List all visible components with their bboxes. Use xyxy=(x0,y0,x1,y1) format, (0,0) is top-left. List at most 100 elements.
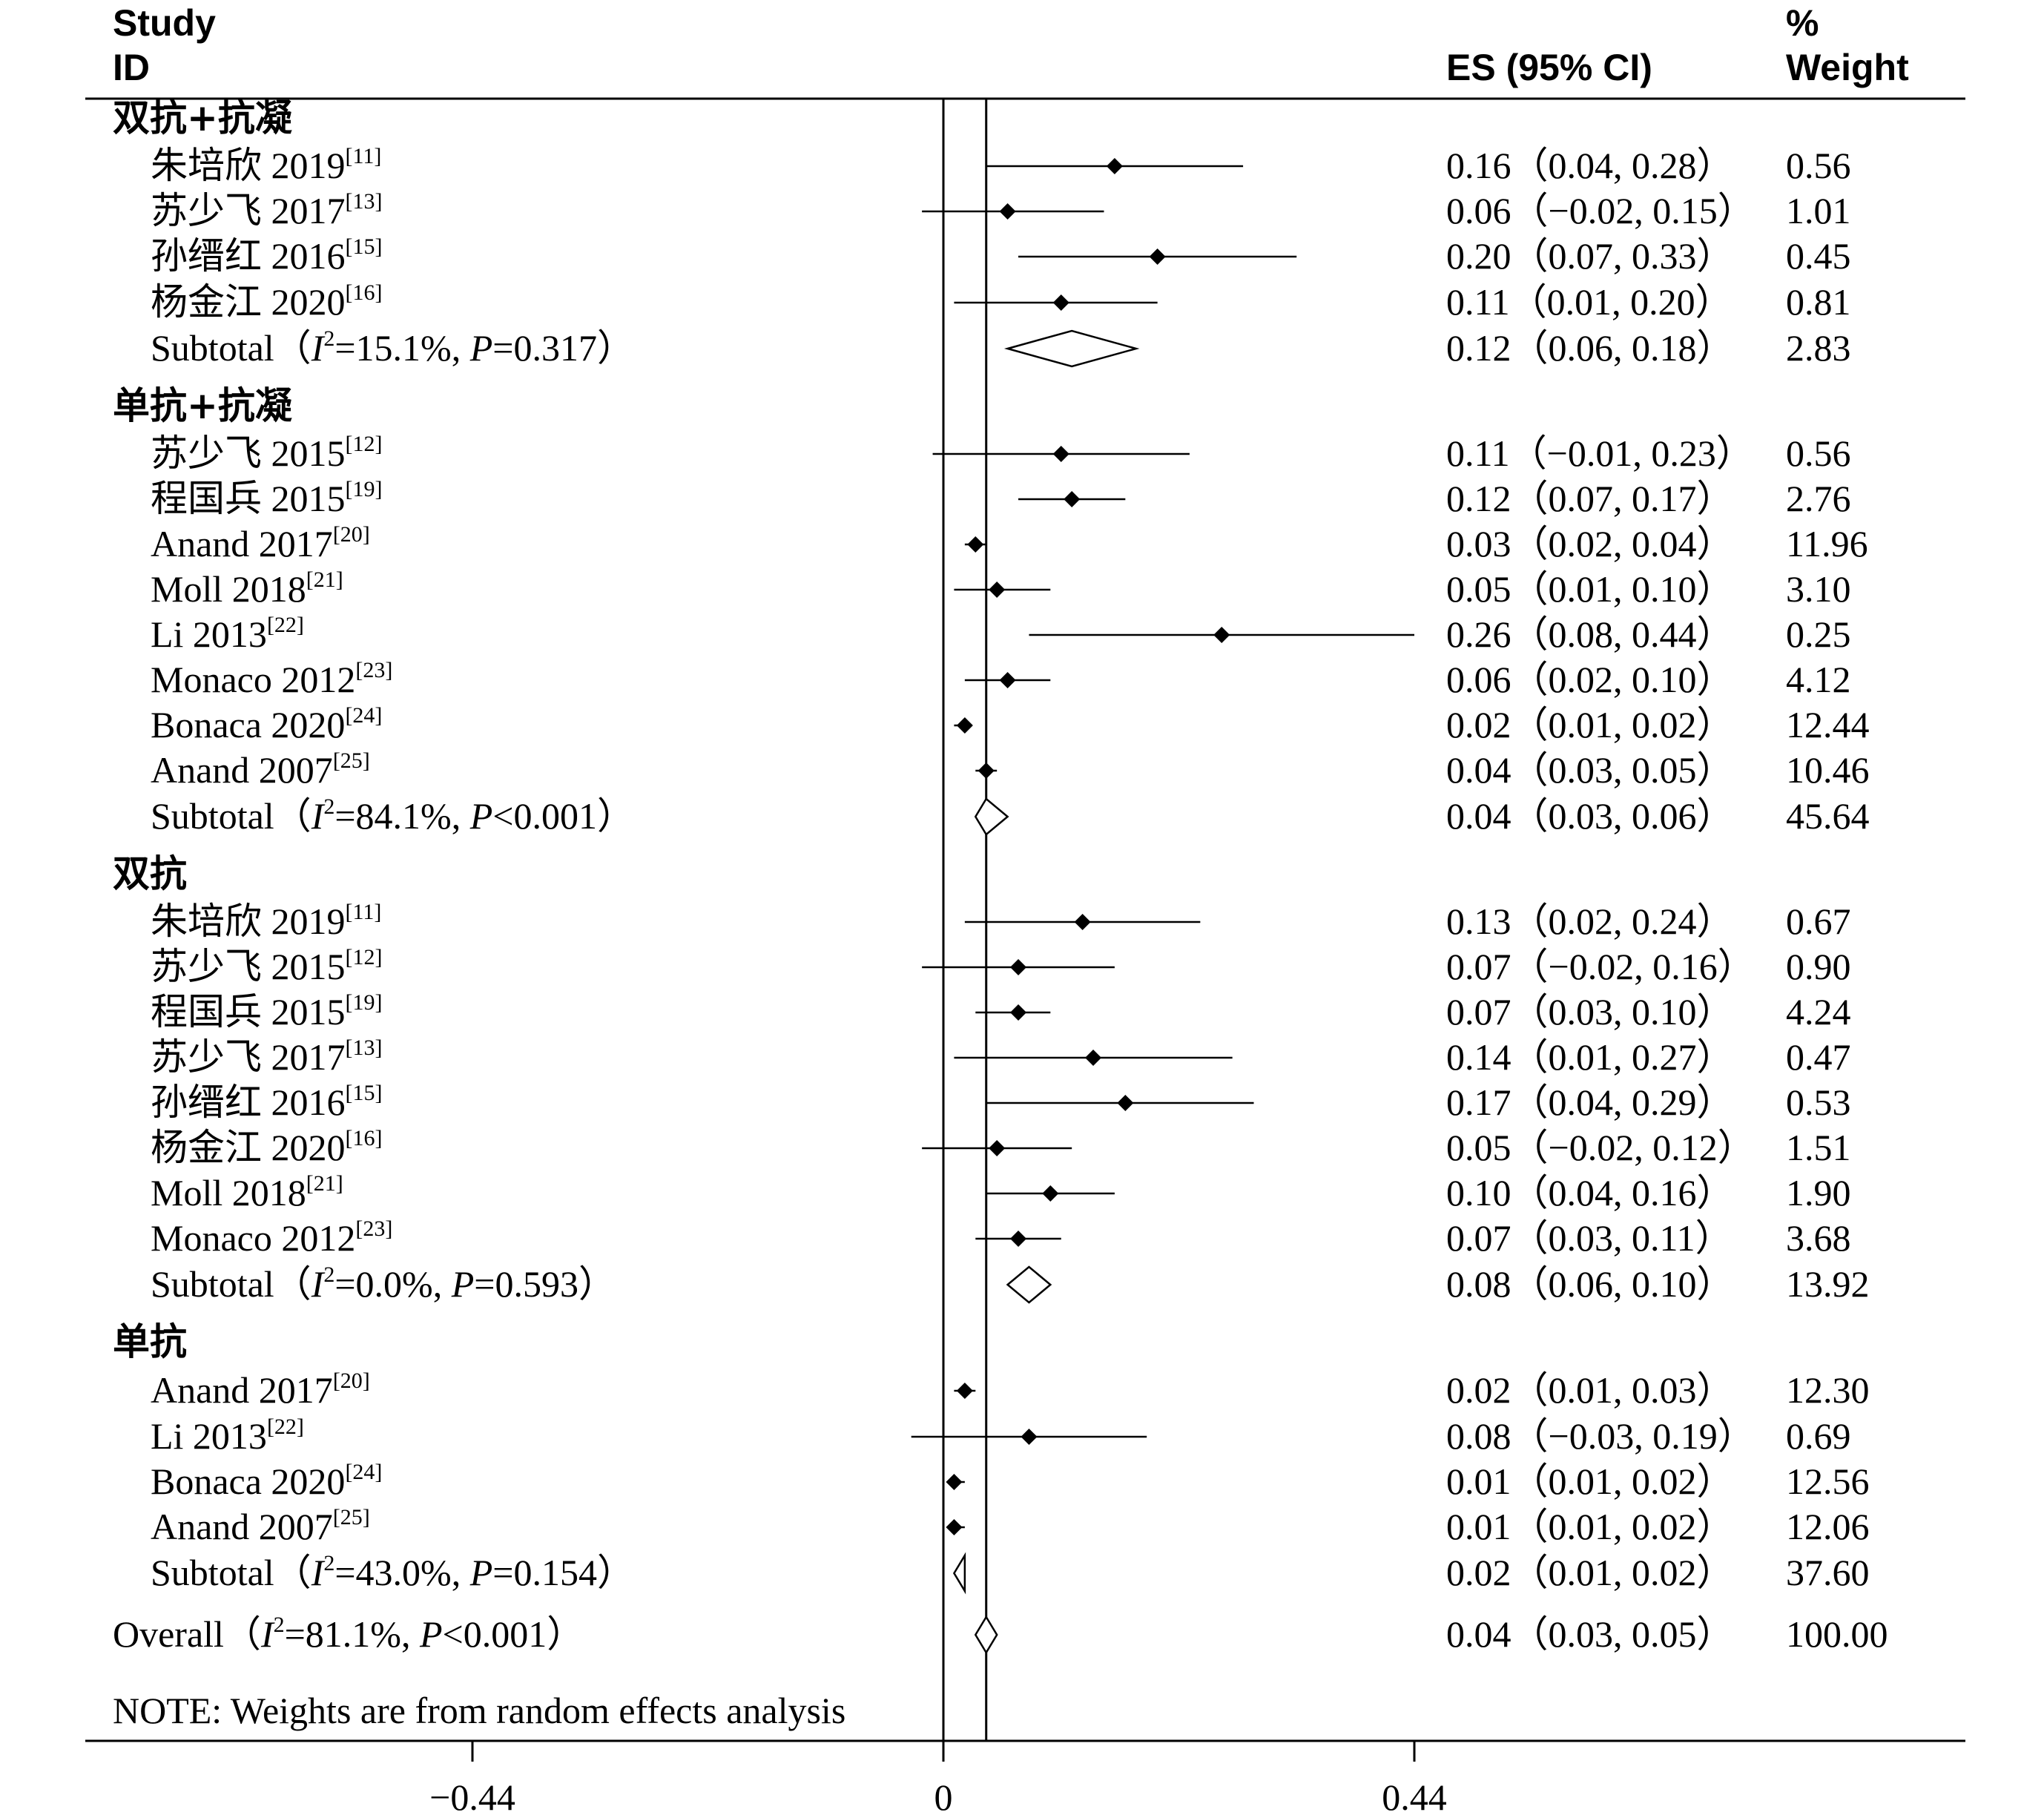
row-study: 杨金江 2020[16] 0.05（−0.02, 0.12） 1.51 xyxy=(151,1126,1851,1168)
row-study: 苏少飞 2017[13] 0.06（−0.02, 0.15） 1.01 xyxy=(151,189,1851,231)
weight-value: 4.24 xyxy=(1786,991,1851,1032)
header-id: ID xyxy=(113,47,150,88)
row-group: 单抗+抗凝 xyxy=(113,384,292,427)
study-label: 苏少飞 2017[13] xyxy=(151,1035,382,1078)
weight-value: 100.00 xyxy=(1786,1613,1888,1655)
study-label: Moll 2018[21] xyxy=(151,1171,343,1213)
group-label: 单抗 xyxy=(113,1320,187,1363)
point-estimate xyxy=(1117,1095,1134,1111)
weight-value: 0.67 xyxy=(1786,900,1851,942)
weight-value: 4.12 xyxy=(1786,659,1851,700)
weight-value: 2.83 xyxy=(1786,327,1851,369)
weight-value: 11.96 xyxy=(1786,523,1868,564)
point-estimate xyxy=(1010,1004,1027,1021)
study-label: Anand 2017[20] xyxy=(151,1369,370,1411)
weight-value: 10.46 xyxy=(1786,749,1870,791)
point-estimate xyxy=(1010,959,1027,975)
row-study: 程国兵 2015[19] 0.07（0.03, 0.10） 4.24 xyxy=(151,990,1851,1032)
weight-value: 12.30 xyxy=(1786,1369,1870,1411)
es-ci-value: 0.07（0.03, 0.11） xyxy=(1446,1217,1733,1259)
pooled-diamond xyxy=(974,1615,998,1655)
es-ci-value: 0.06（−0.02, 0.15） xyxy=(1446,190,1755,231)
row-study: Anand 2017[20] 0.02（0.01, 0.03） 12.30 xyxy=(151,1369,1870,1411)
point-estimate xyxy=(1074,914,1091,930)
row-subtotal: Subtotal（I2=84.1%, P<0.001） 0.04（0.03, 0.… xyxy=(151,794,1870,837)
weight-value: 1.51 xyxy=(1786,1127,1851,1168)
es-ci-value: 0.12（0.06, 0.18） xyxy=(1446,327,1734,369)
point-estimate xyxy=(956,717,973,734)
header-weight: Weight xyxy=(1786,47,1909,88)
row-study: Anand 2007[25] 0.04（0.03, 0.05） 10.46 xyxy=(151,748,1870,791)
weight-value: 0.56 xyxy=(1786,145,1851,186)
es-ci-value: 0.20（0.07, 0.33） xyxy=(1446,235,1734,277)
point-estimate xyxy=(1021,1429,1038,1445)
row-study: 苏少飞 2017[13] 0.14（0.01, 0.27） 0.47 xyxy=(151,1035,1851,1078)
point-estimate xyxy=(999,203,1016,220)
weight-value: 45.64 xyxy=(1786,795,1870,837)
es-ci-value: 0.07（0.03, 0.10） xyxy=(1446,991,1734,1032)
es-ci-value: 0.14（0.01, 0.27） xyxy=(1446,1036,1734,1078)
point-estimate xyxy=(956,1383,973,1399)
weight-value: 12.44 xyxy=(1786,704,1870,745)
row-study: Bonaca 2020[24] 0.01（0.01, 0.02） 12.56 xyxy=(151,1460,1870,1502)
es-ci-value: 0.08（0.06, 0.10） xyxy=(1446,1263,1734,1305)
subtotal-label: Subtotal（I2=15.1%, P=0.317） xyxy=(151,326,634,369)
header-percent: % xyxy=(1786,2,1819,44)
es-ci-value: 0.07（−0.02, 0.16） xyxy=(1446,946,1755,987)
study-label: 杨金江 2020[16] xyxy=(151,280,382,323)
weight-value: 0.90 xyxy=(1786,946,1851,987)
pooled-diamond xyxy=(1006,1265,1052,1304)
point-estimate xyxy=(1010,1231,1027,1247)
weight-value: 0.53 xyxy=(1786,1081,1851,1123)
weight-value: 0.81 xyxy=(1786,281,1851,323)
group-label: 单抗+抗凝 xyxy=(113,384,292,427)
row-study: 孙缙红 2016[15] 0.20（0.07, 0.33） 0.45 xyxy=(151,234,1851,277)
point-estimate xyxy=(999,672,1016,688)
point-estimate xyxy=(1052,446,1069,462)
es-ci-value: 0.10（0.04, 0.16） xyxy=(1446,1172,1734,1213)
point-estimate xyxy=(1106,158,1123,174)
point-estimate xyxy=(1213,627,1230,643)
point-estimate xyxy=(1042,1185,1059,1202)
row-study: Moll 2018[21] 0.10（0.04, 0.16） 1.90 xyxy=(151,1171,1851,1213)
point-estimate xyxy=(989,582,1006,598)
row-overall: Overall（I2=81.1%, P<0.001） 0.04（0.03, 0.0… xyxy=(113,1613,1888,1655)
study-label: 孙缙红 2016[15] xyxy=(151,1081,382,1123)
es-ci-value: 0.26（0.08, 0.44） xyxy=(1446,613,1734,655)
es-ci-value: 0.04（0.03, 0.05） xyxy=(1446,749,1734,791)
weight-value: 1.90 xyxy=(1786,1172,1851,1213)
group-label: 双抗+抗凝 xyxy=(113,96,292,139)
study-label: Anand 2007[25] xyxy=(151,1505,370,1547)
es-ci-value: 0.11（0.01, 0.20） xyxy=(1446,281,1733,323)
weight-value: 3.10 xyxy=(1786,568,1851,610)
row-group: 单抗 xyxy=(113,1320,187,1363)
header-es: ES (95% CI) xyxy=(1446,47,1652,88)
row-study: Anand 2017[20] 0.03（0.02, 0.04） 11.96 xyxy=(151,522,1868,564)
es-ci-value: 0.17（0.04, 0.29） xyxy=(1446,1081,1734,1123)
study-label: 程国兵 2015[19] xyxy=(151,990,382,1032)
subtotal-label: Subtotal（I2=43.0%, P=0.154） xyxy=(151,1551,634,1593)
row-study: Bonaca 2020[24] 0.02（0.01, 0.02） 12.44 xyxy=(151,703,1870,745)
es-ci-value: 0.02（0.01, 0.03） xyxy=(1446,1369,1734,1411)
weight-value: 0.25 xyxy=(1786,613,1851,655)
weight-value: 13.92 xyxy=(1786,1263,1870,1305)
weight-value: 3.68 xyxy=(1786,1217,1851,1259)
x-tick-label: 0.44 xyxy=(1382,1776,1447,1818)
study-label: 朱培欣 2019[11] xyxy=(151,900,381,942)
note-text: NOTE: Weights are from random effects an… xyxy=(113,1690,845,1731)
es-ci-value: 0.08（−0.03, 0.19） xyxy=(1446,1415,1755,1457)
weight-value: 12.06 xyxy=(1786,1506,1870,1547)
study-label: Anand 2007[25] xyxy=(151,748,370,791)
subtotal-label: Subtotal（I2=0.0%, P=0.593） xyxy=(151,1262,616,1305)
es-ci-value: 0.01（0.01, 0.02） xyxy=(1446,1460,1734,1502)
study-label: Bonaca 2020[24] xyxy=(151,703,382,745)
row-subtotal: Subtotal（I2=0.0%, P=0.593） 0.08（0.06, 0.1… xyxy=(151,1262,1870,1305)
row-group: 双抗+抗凝 xyxy=(113,96,292,139)
es-ci-value: 0.06（0.02, 0.10） xyxy=(1446,659,1734,700)
es-ci-value: 0.05（0.01, 0.10） xyxy=(1446,568,1734,610)
study-label: Moll 2018[21] xyxy=(151,567,343,610)
point-estimate xyxy=(946,1474,963,1490)
x-axis: −0.44 0 0.44 xyxy=(429,1741,1447,1818)
